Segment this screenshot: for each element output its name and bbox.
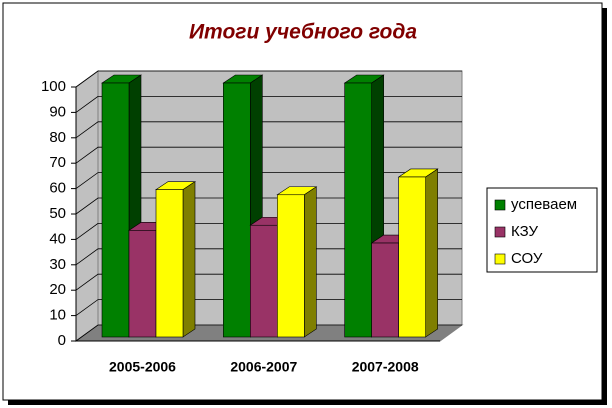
bar-side-shade [425,168,438,337]
y-tick-label: 60 [49,180,66,197]
y-tick-label: 40 [49,230,66,247]
chart-title: Итоги учебного года [189,21,417,44]
x-tick-label: 2006-2007 [230,359,297,375]
legend-label: КЗУ [511,223,538,240]
y-tick-label: 80 [49,129,66,146]
grid-line [75,96,462,113]
bar [155,181,196,338]
legend-swatch [494,253,506,265]
y-tick-label: 100 [41,78,66,95]
bar-front [101,82,130,338]
grid-line [75,70,462,88]
legend-swatch [494,226,506,238]
legend-label: СОУ [511,250,543,267]
bar [397,168,439,338]
bar-front [398,176,426,338]
grid-line [75,324,462,342]
bar-front [344,82,372,338]
y-tick-label: 90 [49,103,66,120]
legend [486,187,598,273]
grid-line [75,222,462,240]
bar-front [155,189,184,338]
bar-side-shade [183,181,195,337]
x-tick-label: 2007-2008 [352,359,419,375]
y-tick-label: 10 [49,307,66,324]
y-tick-label: 0 [58,332,66,349]
y-tick-label: 30 [49,256,66,273]
grid-line [75,273,462,291]
legend-swatch [494,199,506,211]
bar-side-shade [304,186,317,337]
grid-line [75,172,462,189]
grid-line [75,146,462,164]
grid-line [75,197,462,215]
bar-front [223,82,251,338]
y-tick-label: 20 [49,281,66,298]
bar [276,186,318,338]
y-tick-label: 50 [49,205,66,222]
bar-front [128,230,157,338]
x-tick-label: 2005-2006 [109,359,176,375]
bar-front [371,242,399,338]
grid-line [75,299,462,316]
grid-line [75,248,462,266]
grid-line [75,121,462,139]
bar-front [250,224,278,338]
bar-front [277,194,305,338]
y-tick-label: 70 [49,154,66,171]
legend-label: успеваем [511,196,577,213]
